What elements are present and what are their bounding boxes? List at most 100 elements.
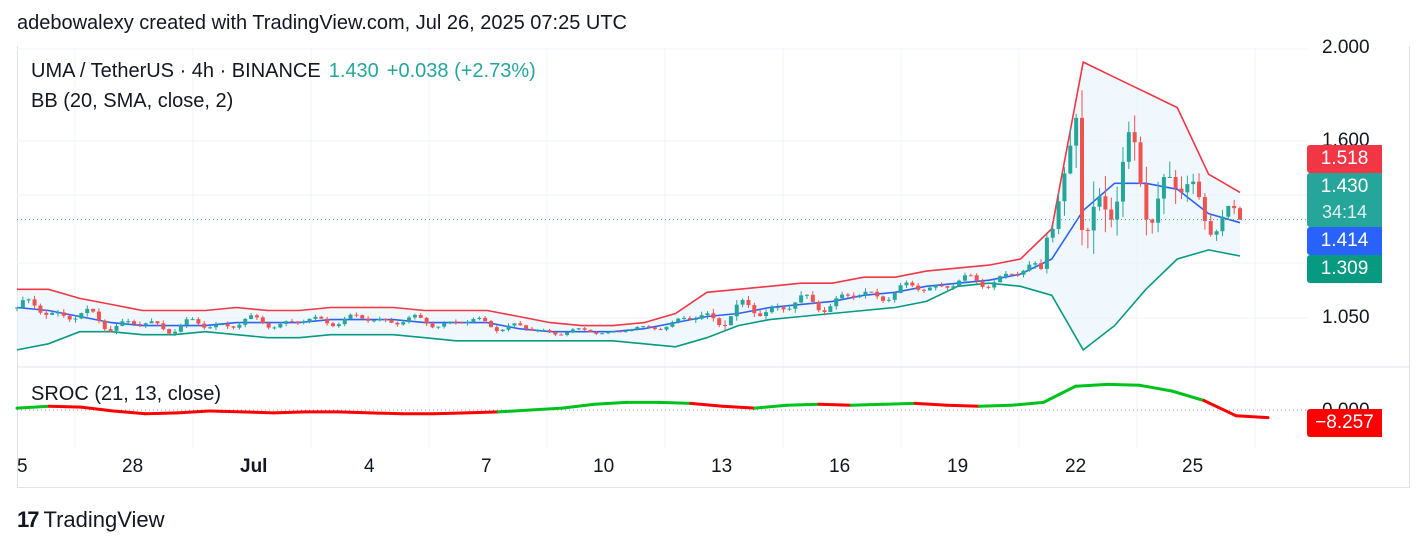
candle-body (623, 331, 628, 333)
tradingview-wordmark: TradingView (43, 507, 165, 532)
candle-body (243, 318, 248, 325)
sroc-indicator-legend[interactable]: SROC (21, 13, close) (31, 383, 222, 405)
candle-body (693, 318, 698, 320)
candle-body (559, 334, 564, 336)
candle-body (799, 295, 804, 303)
candle-body (377, 319, 382, 321)
candle-body (980, 280, 985, 287)
candle-body (442, 323, 447, 327)
sroc-segment (1234, 414, 1270, 420)
candle-body (418, 315, 423, 318)
candle-body (1109, 209, 1114, 220)
candle-body (1068, 145, 1073, 174)
candle-body (1202, 197, 1207, 222)
sroc-segment (464, 410, 500, 415)
candle-body (395, 322, 400, 325)
sroc-segment (560, 402, 596, 410)
candle-body (717, 318, 722, 326)
candle-body (588, 329, 593, 333)
candle-body (1185, 184, 1190, 193)
bollinger-band-fill (17, 62, 1240, 350)
sroc-segment (753, 403, 789, 410)
candle-body (529, 328, 534, 331)
candle-body (342, 318, 347, 325)
candle-body (834, 298, 839, 307)
candle-body (535, 330, 540, 332)
tradingview-logo[interactable]: 17 TradingView (17, 507, 165, 533)
candle-body (875, 291, 880, 297)
candle-body (91, 308, 96, 312)
candle-body (793, 302, 798, 309)
candle-body (752, 305, 757, 314)
candle-body (1161, 177, 1166, 199)
candle-body (1126, 132, 1131, 162)
candle-body (389, 319, 394, 323)
symbol-legend[interactable]: UMA / TetherUS · 4h · BINANCE 1.430 +0.038… (31, 60, 536, 83)
sroc-segment (15, 404, 51, 410)
candle-body (407, 317, 412, 323)
sroc-segment (336, 410, 372, 415)
candle-body (120, 321, 125, 326)
candle-body (1167, 177, 1172, 179)
upper-band-tag: 1.518 (1307, 145, 1382, 173)
candle-body (740, 300, 745, 305)
candle-body (658, 329, 663, 331)
candle-body (453, 321, 458, 323)
candle-body (992, 282, 997, 288)
candle-body (307, 318, 312, 322)
sroc-segment (432, 411, 468, 416)
candle-body (728, 316, 733, 326)
candle-body (313, 316, 318, 319)
candle-body (488, 321, 493, 328)
candle-body (20, 300, 25, 308)
candle-body (202, 323, 207, 328)
candle-body (26, 299, 31, 301)
candle-body (670, 322, 675, 327)
candle-body (641, 326, 646, 328)
candle-body (881, 296, 886, 301)
candle-body (73, 318, 78, 320)
candle-body (787, 308, 792, 310)
sroc-segment (368, 411, 404, 416)
candle-body (383, 319, 388, 321)
time-tick: 5 (17, 456, 28, 477)
candle-body (576, 328, 581, 330)
candle-body (547, 330, 552, 333)
candle-body (1208, 221, 1213, 235)
candle-body (137, 324, 142, 326)
sroc-segment (785, 402, 821, 407)
candle-body (213, 324, 218, 328)
candle-body (1027, 264, 1032, 271)
candle-body (512, 323, 517, 326)
sroc-segment (817, 402, 853, 407)
candle-body (401, 322, 406, 325)
candle-body (810, 294, 815, 302)
sroc-segment (528, 406, 564, 412)
candle-body (1220, 216, 1225, 232)
candle-body (1021, 270, 1026, 275)
bb-indicator-legend[interactable]: BB (20, SMA, close, 2) (31, 90, 234, 112)
sroc-segment (272, 410, 308, 415)
candle-body (143, 323, 148, 326)
candle-body (968, 275, 973, 277)
candle-body (869, 291, 874, 293)
candle-body (436, 326, 441, 328)
candle-body (319, 316, 324, 319)
candle-body (910, 282, 915, 286)
sroc-segment (977, 403, 1013, 408)
candle-body (172, 331, 177, 334)
candle-body (1156, 198, 1161, 223)
bollinger-basis-line (16, 182, 1241, 333)
candle-body (1085, 229, 1090, 231)
sroc-segment (1138, 383, 1174, 393)
candle-body (1003, 273, 1008, 277)
candle-body (687, 317, 692, 320)
time-tick: 22 (1065, 456, 1087, 477)
candle-body (962, 275, 967, 281)
candle-body (1039, 263, 1044, 269)
candle-body (764, 312, 769, 317)
candle-body (652, 327, 657, 330)
candle-body (840, 294, 845, 299)
bar-countdown: 34:14 (1321, 202, 1368, 222)
